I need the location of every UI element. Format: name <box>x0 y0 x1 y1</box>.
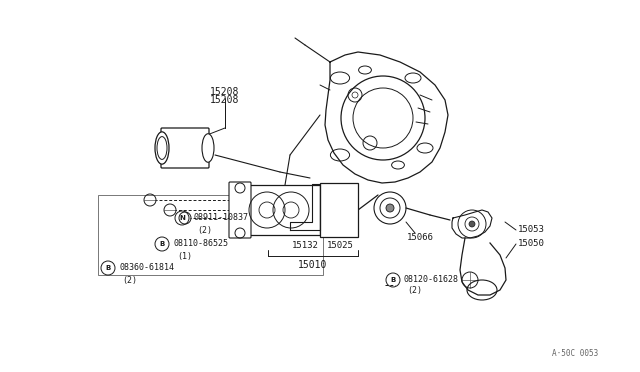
Text: B: B <box>159 241 164 247</box>
Text: 08120-61628: 08120-61628 <box>403 276 458 285</box>
Text: B: B <box>390 277 396 283</box>
Text: 15208: 15208 <box>211 87 240 97</box>
Circle shape <box>386 204 394 212</box>
Text: N: N <box>179 215 185 221</box>
FancyBboxPatch shape <box>161 128 209 168</box>
Text: 08110-86525: 08110-86525 <box>173 240 228 248</box>
Text: (2): (2) <box>198 225 212 234</box>
Circle shape <box>469 221 475 227</box>
Text: 15050: 15050 <box>518 240 545 248</box>
Text: (2): (2) <box>122 276 138 285</box>
Ellipse shape <box>155 132 169 164</box>
Bar <box>98 195 323 275</box>
Text: 15010: 15010 <box>298 260 328 270</box>
FancyBboxPatch shape <box>229 182 251 238</box>
Text: 15132: 15132 <box>292 241 319 250</box>
Text: 08911-10837: 08911-10837 <box>193 214 248 222</box>
Ellipse shape <box>157 137 167 159</box>
Bar <box>320 183 358 237</box>
Text: 08360-61814: 08360-61814 <box>120 263 175 273</box>
Ellipse shape <box>202 134 214 162</box>
Text: 15025: 15025 <box>326 241 353 250</box>
Text: 15053: 15053 <box>518 225 545 234</box>
Text: A·50C 0053: A·50C 0053 <box>552 349 598 358</box>
Text: (2): (2) <box>408 286 422 295</box>
Text: 15066: 15066 <box>406 234 433 243</box>
Text: 15208: 15208 <box>211 95 240 105</box>
Text: (1): (1) <box>177 251 193 260</box>
Bar <box>248 185 320 235</box>
Text: B: B <box>106 265 111 271</box>
